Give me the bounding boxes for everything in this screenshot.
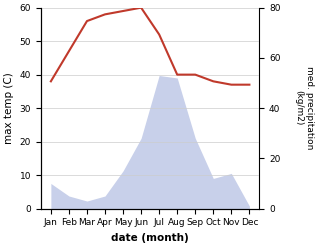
- Y-axis label: med. precipitation
(kg/m2): med. precipitation (kg/m2): [294, 66, 314, 150]
- Y-axis label: max temp (C): max temp (C): [4, 72, 14, 144]
- X-axis label: date (month): date (month): [111, 233, 189, 243]
